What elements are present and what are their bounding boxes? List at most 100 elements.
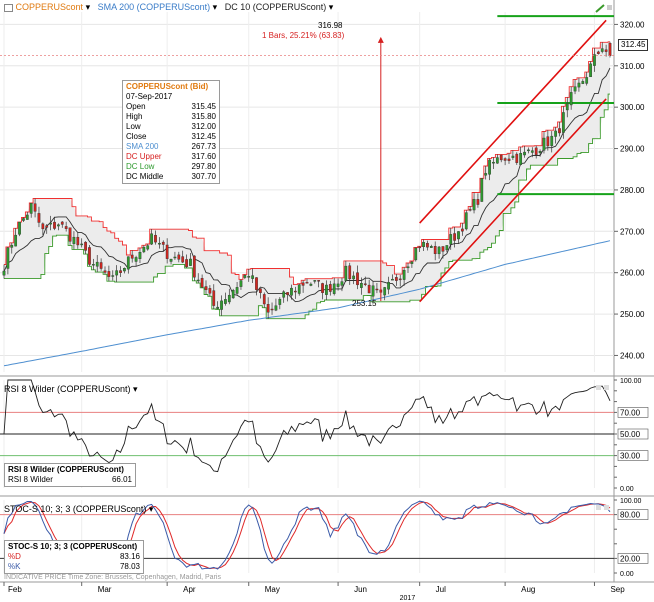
info-row-label: DC Low <box>126 162 155 171</box>
candle-body <box>472 199 476 211</box>
candle-body <box>278 298 282 305</box>
candle-body <box>297 284 301 294</box>
info-row: Open 315.45 <box>126 102 216 112</box>
candle-body <box>91 264 95 266</box>
dc-dropdown-icon[interactable]: ▾ <box>328 2 334 12</box>
candle-body <box>593 54 596 66</box>
rsi-info-box: RSI 8 Wilder (COPPERUScont) RSI 8 Wilder… <box>4 463 136 487</box>
month-label: May <box>265 585 280 594</box>
candle-body <box>33 203 37 212</box>
candle-body <box>581 81 585 84</box>
candle-body <box>429 246 433 248</box>
candle-body <box>511 155 515 158</box>
rsi-dropdown-icon[interactable]: ▾ <box>133 384 138 394</box>
stoch-box-title: STOC-S 10; 3; 3 (COPPERUScont) <box>8 542 138 551</box>
sma-label[interactable]: SMA 200 (COPPERUScont) <box>97 2 211 12</box>
candle-body <box>181 256 185 263</box>
candle-body <box>68 227 72 242</box>
candle-body <box>224 299 227 304</box>
donchian-middle-line <box>3 67 611 303</box>
candle-body <box>519 153 523 165</box>
stoch-tick-label: 100.00 <box>620 498 642 505</box>
candle-body <box>49 222 52 225</box>
price-tick-label: 290.00 <box>620 145 645 154</box>
dc-label[interactable]: DC 10 (COPPERUScont) <box>224 2 327 12</box>
rsi-panel-close-icon <box>604 385 609 390</box>
candle-body <box>177 254 181 260</box>
stoch-tick-box <box>617 553 649 564</box>
stoch-dropdown-icon[interactable]: ▾ <box>148 504 154 514</box>
candle-body <box>348 265 352 280</box>
candle-body <box>123 268 126 272</box>
stoch-tick-label: 0.00 <box>620 571 634 578</box>
candle-body <box>262 294 266 305</box>
candle-body <box>394 277 398 281</box>
stoch-k-label: %K <box>8 562 21 571</box>
candle-body <box>464 212 468 230</box>
candle-body <box>274 305 278 311</box>
candle-body <box>64 226 68 229</box>
candle-body <box>235 287 239 294</box>
symbol-label[interactable]: COPPERUScont <box>15 2 84 12</box>
sma-dropdown-icon[interactable]: ▾ <box>212 2 218 12</box>
candle-body <box>103 270 107 273</box>
candle-body <box>336 283 340 287</box>
candle-body <box>503 158 507 161</box>
candle-body <box>484 173 488 176</box>
candle-body <box>72 236 76 244</box>
candle-body <box>84 241 87 251</box>
info-row-label: Low <box>126 122 141 131</box>
year-label: 2017 <box>400 595 416 602</box>
candle-body <box>247 276 251 278</box>
candle-body <box>282 291 286 298</box>
candle-body <box>530 150 534 153</box>
rsi-panel-header: RSI 8 Wilder (COPPERUScont) ▾ <box>4 384 138 395</box>
info-row-label: Open <box>126 102 146 111</box>
info-title: COPPERUScont (Bid) <box>126 82 209 91</box>
candle-body <box>387 281 390 290</box>
rsi-box-label: RSI 8 Wilder <box>8 475 53 484</box>
candle-body <box>457 231 460 240</box>
candle-body <box>126 256 130 270</box>
rsi-tick-label: 30.00 <box>620 452 641 461</box>
scroll-latest-icon <box>595 4 605 13</box>
candle-body <box>45 225 49 228</box>
rsi-box-row: RSI 8 Wilder 66.01 <box>8 475 132 485</box>
candle-body <box>600 48 604 52</box>
candle-body <box>437 246 441 255</box>
candle-body <box>515 153 519 163</box>
price-tick-label: 270.00 <box>620 227 645 236</box>
main-panel-header: COPPERUScont ▾ SMA 200 (COPPERUScont) ▾ … <box>4 2 333 13</box>
symbol-dropdown-icon[interactable]: ▾ <box>85 2 91 12</box>
candle-body <box>243 275 247 278</box>
rsi-header-label[interactable]: RSI 8 Wilder (COPPERUScont) <box>4 384 131 394</box>
bars-change-label: 1 Bars, 25.21% (63.83) <box>262 31 345 40</box>
stoch-tick-label: 80.00 <box>620 511 641 520</box>
trend-channel-lower <box>419 98 607 303</box>
candle-body <box>546 136 550 147</box>
donchian-fill <box>4 41 610 319</box>
candle-body <box>398 278 402 281</box>
rsi-tick-label: 100.00 <box>620 378 642 385</box>
month-label: Sep <box>610 585 625 594</box>
month-label: Jul <box>436 585 446 594</box>
candle-body <box>255 277 258 290</box>
candle-body <box>426 242 429 248</box>
panel-options-icon <box>607 5 612 10</box>
candle-body <box>150 233 153 245</box>
stoch-info-box: STOC-S 10; 3; 3 (COPPERUScont) %D 83.16 … <box>4 540 144 574</box>
candle-body <box>340 281 344 286</box>
rsi-tick-label: 50.00 <box>620 430 641 439</box>
stoch-header-label[interactable]: STOC-S 10; 3; 3 (COPPERUScont) <box>4 504 147 514</box>
candle-body <box>165 244 169 259</box>
candle-body <box>375 288 379 291</box>
price-info-box: COPPERUScont (Bid) 07-Sep-2017 Open 315.4… <box>122 80 220 184</box>
price-axis-bg <box>614 0 654 602</box>
candle-body <box>344 265 348 281</box>
rsi-tick-box <box>617 450 649 461</box>
candle-body <box>534 147 538 155</box>
candle-body <box>161 241 165 245</box>
footer-note: INDICATIVE PRICE Time Zone: Brussels, Co… <box>4 574 221 581</box>
candle-body <box>2 270 6 276</box>
